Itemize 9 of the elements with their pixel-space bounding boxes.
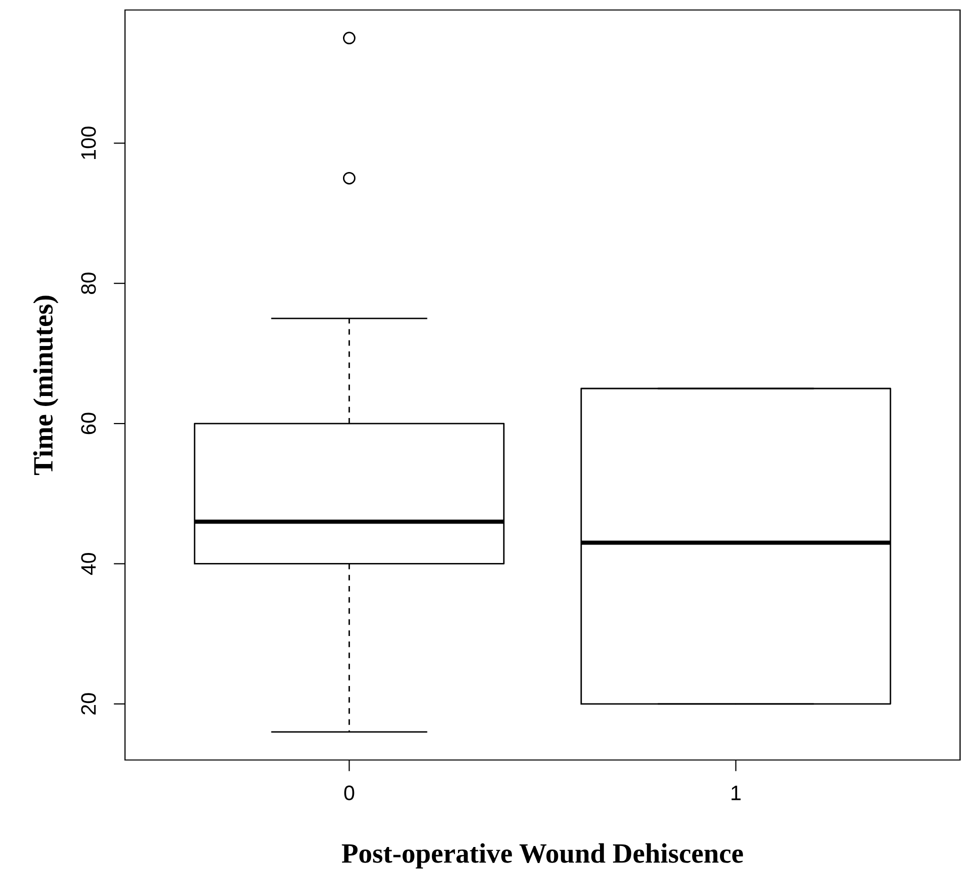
x-tick-label: 0 (344, 786, 354, 800)
x-tick-label: 1 (732, 786, 741, 800)
y-tick-label: 80 (81, 272, 96, 294)
y-tick-label: 20 (81, 693, 96, 714)
y-tick-label: 60 (81, 412, 96, 434)
y-tick-label: 40 (81, 552, 96, 575)
x-axis-title: Post-operative Wound Dehiscence (342, 843, 743, 868)
y-tick-label: 100 (81, 126, 96, 159)
y-axis-title: Time (minutes) (33, 296, 58, 475)
